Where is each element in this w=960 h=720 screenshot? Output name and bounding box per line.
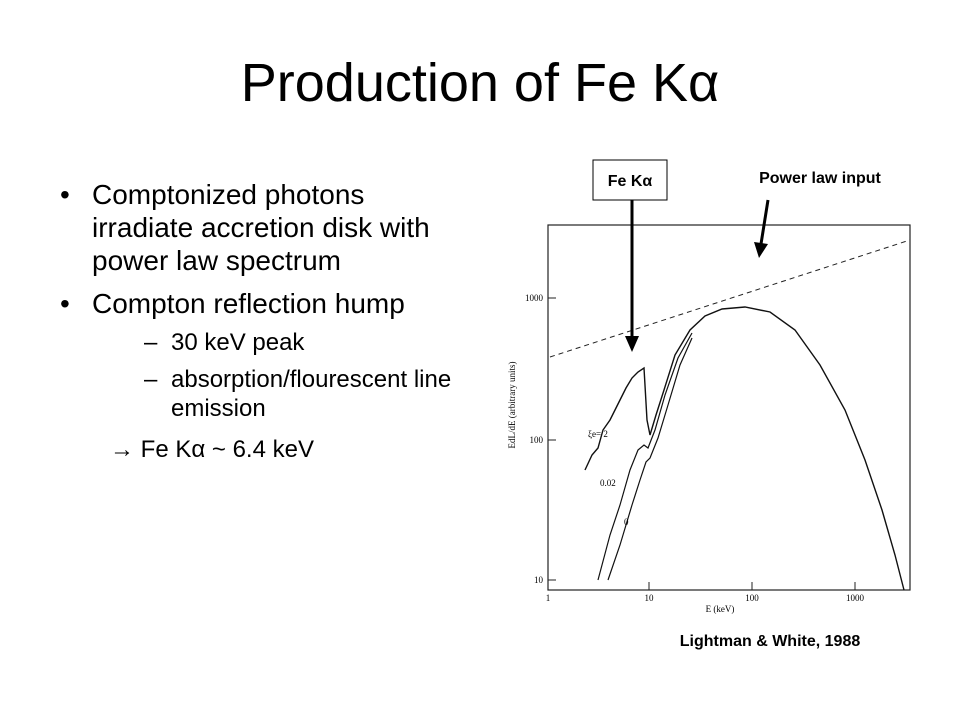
bullet-list: Comptonized photons irradiate accretion … — [60, 178, 470, 466]
bullet: Compton reflection hump 30 keV peak abso… — [60, 287, 470, 423]
callout-arrow — [759, 199, 770, 245]
callout-label: Power law input — [759, 170, 881, 187]
x-tick-label: 1 — [546, 593, 551, 603]
power-law-curve — [549, 239, 911, 358]
figure-caption: Lightman & White, 1988 — [680, 633, 861, 650]
spectrum-curve — [607, 337, 693, 581]
ticks — [548, 297, 856, 590]
callout-label: Fe Kα — [608, 173, 653, 190]
curve-label: 0.02 — [600, 478, 616, 488]
y-tick-label: 1000 — [525, 293, 544, 303]
x-tick-label: 1000 — [846, 593, 865, 603]
spectrum-curve — [584, 306, 905, 591]
x-axis-label: E (keV) — [706, 604, 735, 614]
callout-box — [592, 159, 668, 201]
sub-bullet: absorption/flourescent line emission — [92, 365, 470, 423]
y-tick-label: 100 — [530, 435, 544, 445]
spectrum-curve — [597, 332, 693, 581]
sub-bullet: 30 keV peak — [92, 328, 470, 357]
x-tick-label: 100 — [745, 593, 759, 603]
bullet: Comptonized photons irradiate accretion … — [60, 178, 470, 277]
x-tick-label: 10 — [645, 593, 655, 603]
curve-label: 0 — [624, 517, 629, 527]
bullet-text: Compton reflection hump — [92, 288, 405, 319]
curve-label: ξe= 2 — [588, 429, 608, 439]
y-axis-label: EdL/dE (arbitrary units) — [507, 362, 517, 449]
conclusion: → Fe Kα ~ 6.4 keV — [110, 436, 314, 463]
arrow-head — [625, 336, 639, 352]
plot-frame — [547, 224, 911, 591]
y-tick-label: 10 — [534, 575, 544, 585]
arrow-head — [754, 242, 768, 258]
slide-title: Production of Fe Kα — [240, 53, 720, 113]
